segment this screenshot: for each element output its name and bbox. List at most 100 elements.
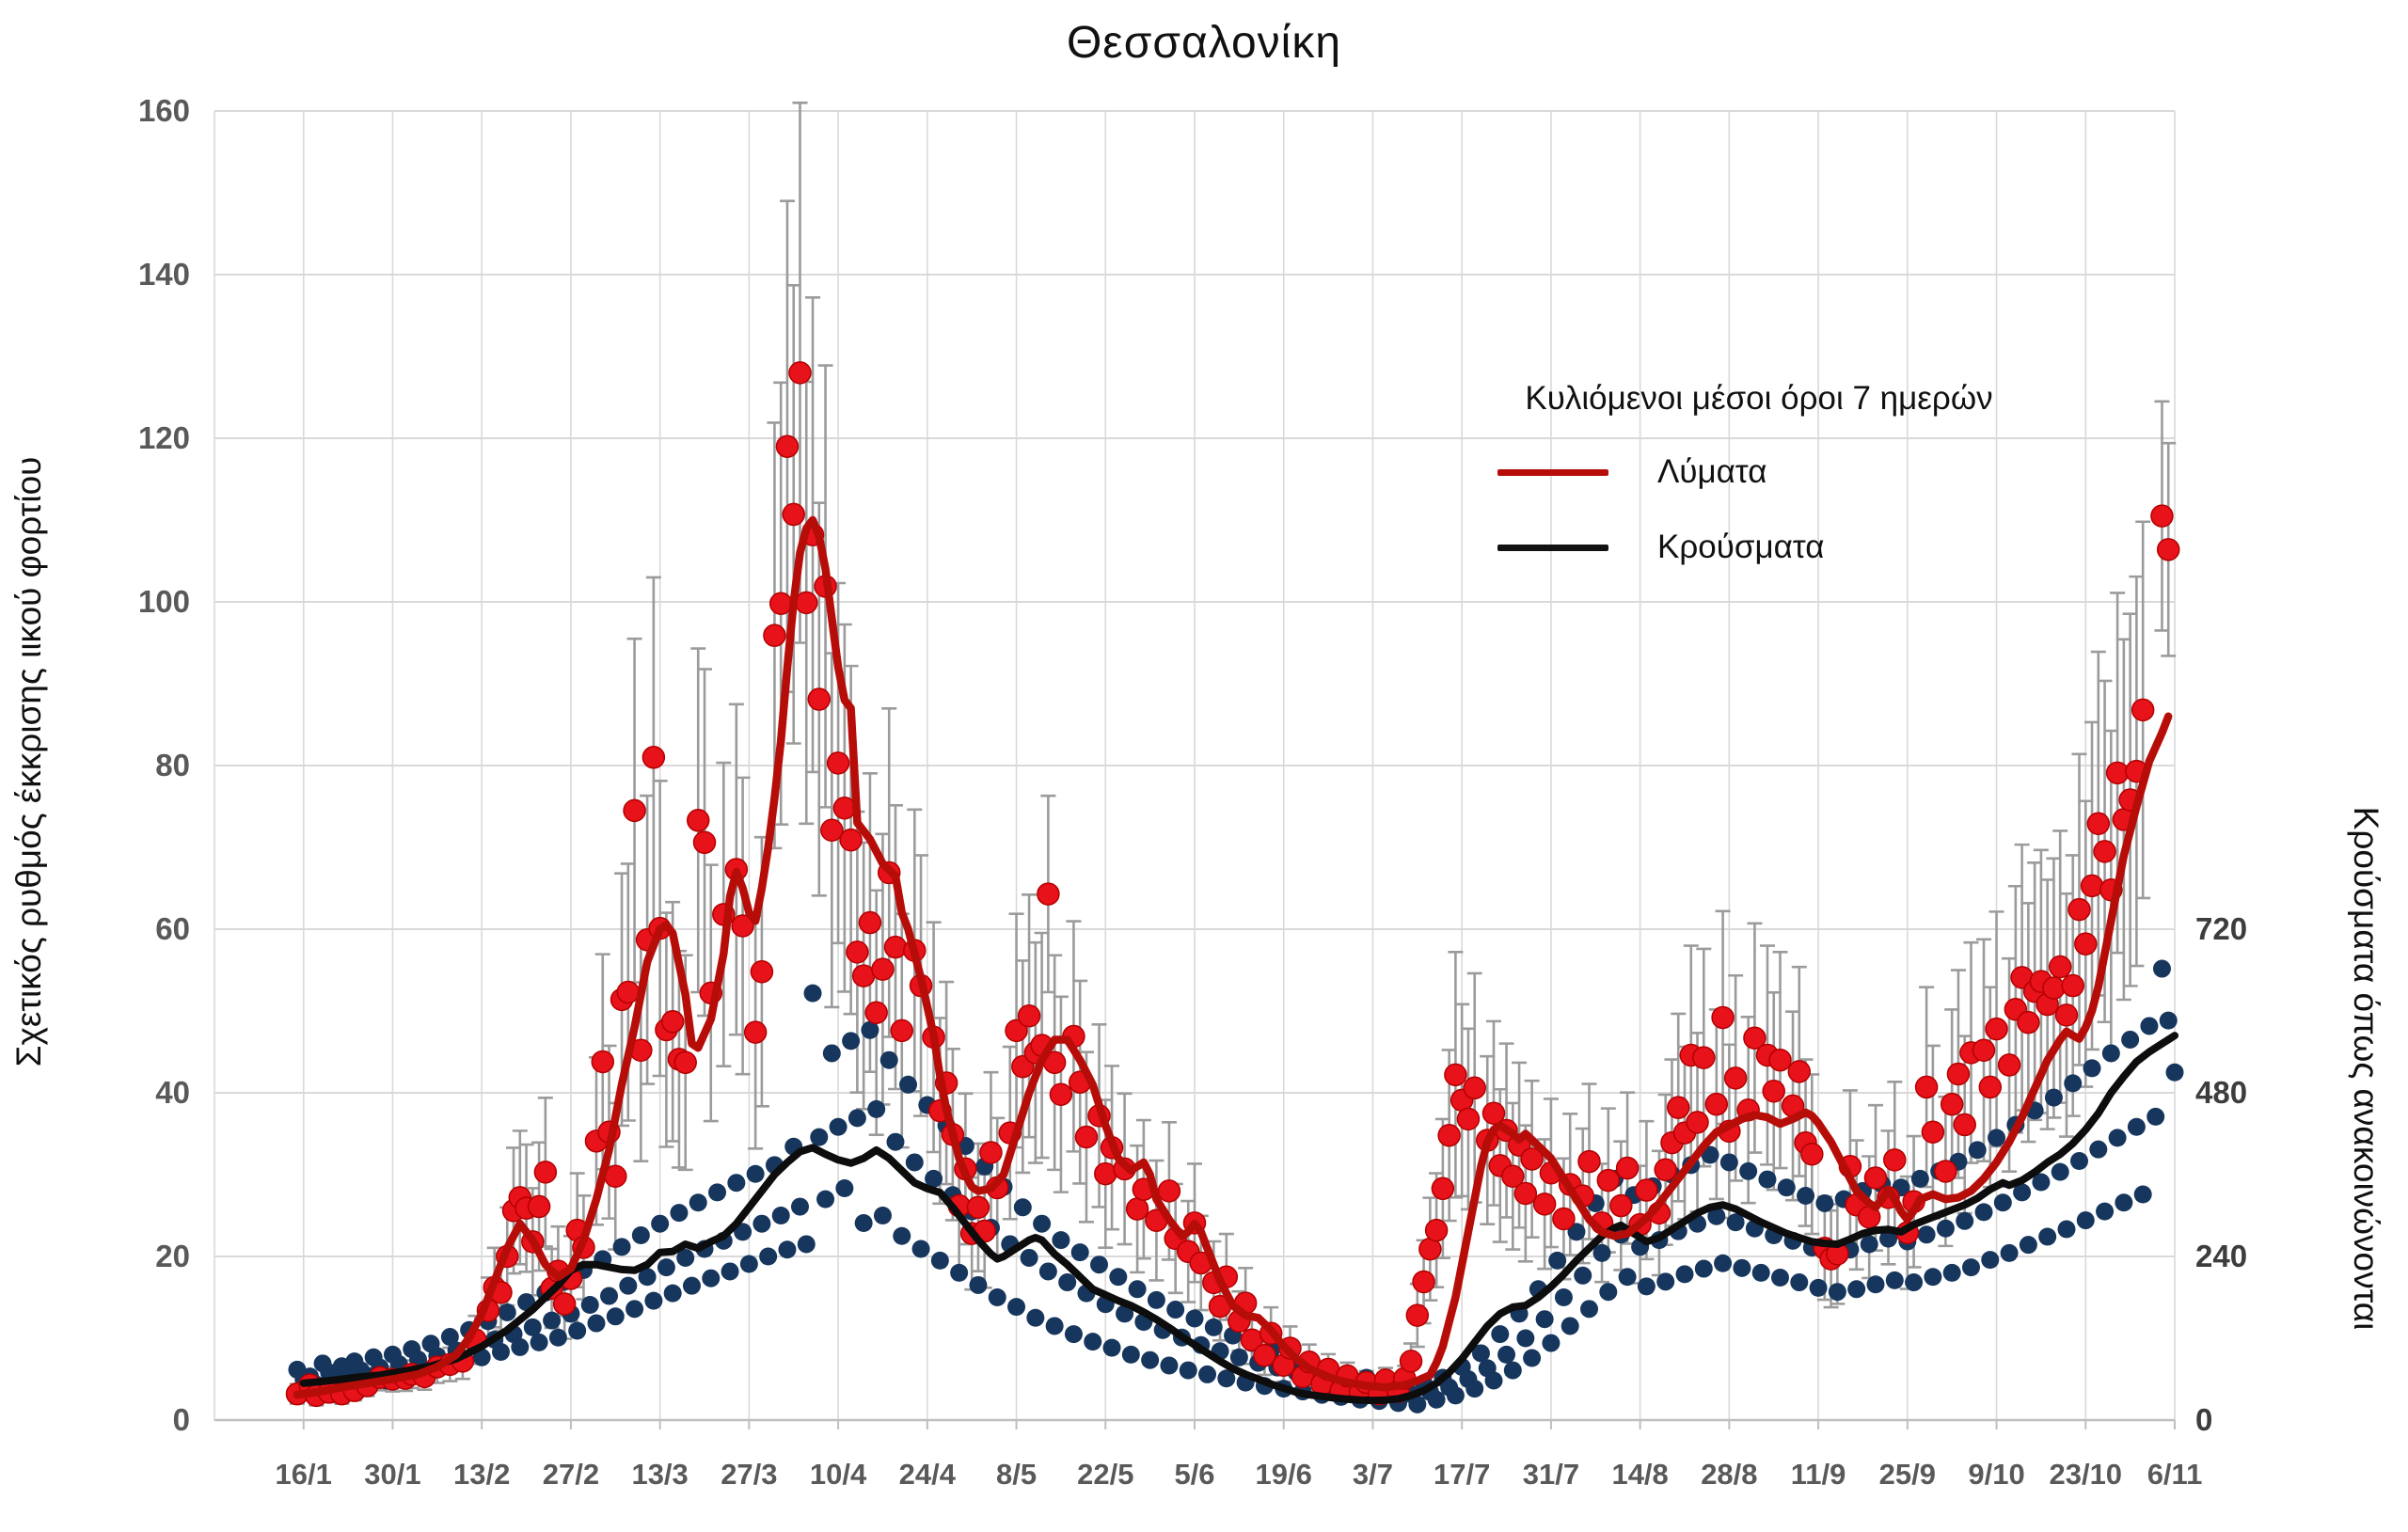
cases-data-point [491,1343,510,1361]
x-tick-label: 27/2 [543,1458,599,1491]
wastewater-ma-line [293,515,2173,1399]
cases-data-point [2096,1202,2115,1221]
cases-data-point [1758,1170,1777,1189]
cases-ma [299,1032,2178,1405]
wastewater-data-point [890,1019,914,1043]
wastewater-data-point [883,935,908,959]
cases-data-point [2108,1129,2127,1147]
cases-data-point [1924,1268,1942,1287]
error-bars [289,102,2177,1407]
cases-data-point [2064,1074,2083,1093]
cases-data-point [1739,1161,1758,1180]
wastewater-data-point [750,959,774,984]
cases-data-point [689,1193,707,1212]
wastewater-data-point [1723,1066,1748,1090]
cases-data-point [1185,1309,1204,1328]
wastewater-data-point [1768,1048,1792,1072]
wastewater-data-point [839,828,863,852]
cases-data-point [2159,1011,2178,1030]
wastewater-data-point [1520,1147,1544,1171]
wastewater-data-point [1412,1270,1435,1294]
wastewater-data-point [1596,1168,1621,1192]
x-tick-label: 5/6 [1174,1458,1214,1491]
cases-data-point [2121,1030,2140,1049]
chart-title: Θεσσαλονίκη [1066,18,1342,68]
cases-data-point [1503,1361,1522,1380]
cases-data-point [1427,1390,1446,1409]
cases-data-point [530,1333,548,1351]
wastewater-data-point [1481,1101,1506,1125]
legend-item-krousmata: Κρούσματα [1411,527,2107,568]
wastewater-data-point [1692,1046,1716,1069]
wastewater-data-point [1405,1303,1430,1327]
cases-data-point [1714,1254,1733,1272]
cases-data-point [1102,1338,1121,1357]
wastewater-data-point [782,502,805,527]
wastewater-data-point [1953,1113,1976,1137]
cases-data-point [1574,1266,1592,1285]
cases-data-point [1516,1329,1535,1348]
cases-data-point [739,1255,758,1273]
x-tick-label: 30/1 [364,1458,420,1491]
cases-data-point [810,1128,829,1146]
cases-data-point [1866,1275,1885,1294]
cases-data-point [1847,1280,1866,1299]
legend-title: Κυλιόμενοι μέσοι όροι 7 ημερών [1525,380,1993,417]
cases-data-point [644,1291,663,1310]
cases-data-point [930,1251,949,1270]
wastewater-data-point [864,1001,888,1024]
cases-data-point [568,1321,587,1340]
x-tick-labels: 16/1 30/1 13/2 27/2 13/3 27/3 10/4 24/4 8/5 22/5 5… [276,1458,2203,1491]
cases-data-point [1128,1280,1147,1299]
x-tick-label: 6/11 [2147,1458,2203,1491]
x-tick-label: 24/4 [899,1458,957,1491]
cases-data-point [893,1226,911,1245]
wastewater-data-point [591,1050,614,1074]
wastewater-ma [293,515,2173,1399]
wastewater-data-point [1921,1120,1945,1145]
cases-data-point [1797,1186,1815,1205]
cases-data-point [988,1288,1006,1306]
cases-data-point [1033,1214,1052,1233]
cases-data-point [606,1307,625,1326]
x-tick-label: 14/8 [1611,1458,1668,1491]
cases-data-point [657,1258,675,1277]
wastewater-data-point [2042,976,2066,1000]
x-tick-label: 16/1 [276,1458,332,1491]
wastewater-data-point [1800,1143,1824,1166]
x-axis [214,1418,2176,1429]
wastewater-data-point [1017,1003,1041,1028]
cases-data-point [905,1153,924,1172]
wastewater-data-point [686,809,710,832]
cases-data-point [1885,1271,1904,1289]
wastewater-data-point [795,591,818,615]
cases-data-point [1554,1288,1573,1306]
legend-rows: Λύματα Κρούσματα [1411,451,2107,568]
wastewater-data-point [642,746,666,769]
x-tick-label: 22/5 [1077,1458,1133,1491]
wastewater-data-point [1666,1096,1690,1119]
cases-data-point [842,1032,861,1050]
wastewater-data-point [1424,1218,1449,1242]
cases-data-point [498,1303,516,1321]
cases-data-point [1179,1361,1197,1380]
wastewater-data-point [1049,1082,1073,1106]
cases-data-point [1198,1365,1217,1383]
cases-data-point [1007,1298,1026,1317]
cases-data-point [1910,1169,1929,1188]
cases-data-point [1084,1333,1102,1351]
wastewater-data-point [1513,1181,1538,1206]
y-left-tick-label: 80 [155,748,190,782]
cases-data-point [879,1050,898,1069]
x-tick-label: 3/7 [1353,1458,1393,1491]
x-tick-label: 23/10 [2049,1458,2122,1491]
cases-data-point [861,1020,879,1039]
cases-data-point [1408,1395,1427,1414]
wastewater-data-point [1577,1149,1601,1174]
wastewater-data-point [966,1195,990,1220]
cases-data-point [440,1328,459,1347]
cases-data-point [543,1311,562,1330]
y-right-tick-label: 0 [2195,1402,2212,1437]
cases-data-point [1535,1310,1554,1329]
